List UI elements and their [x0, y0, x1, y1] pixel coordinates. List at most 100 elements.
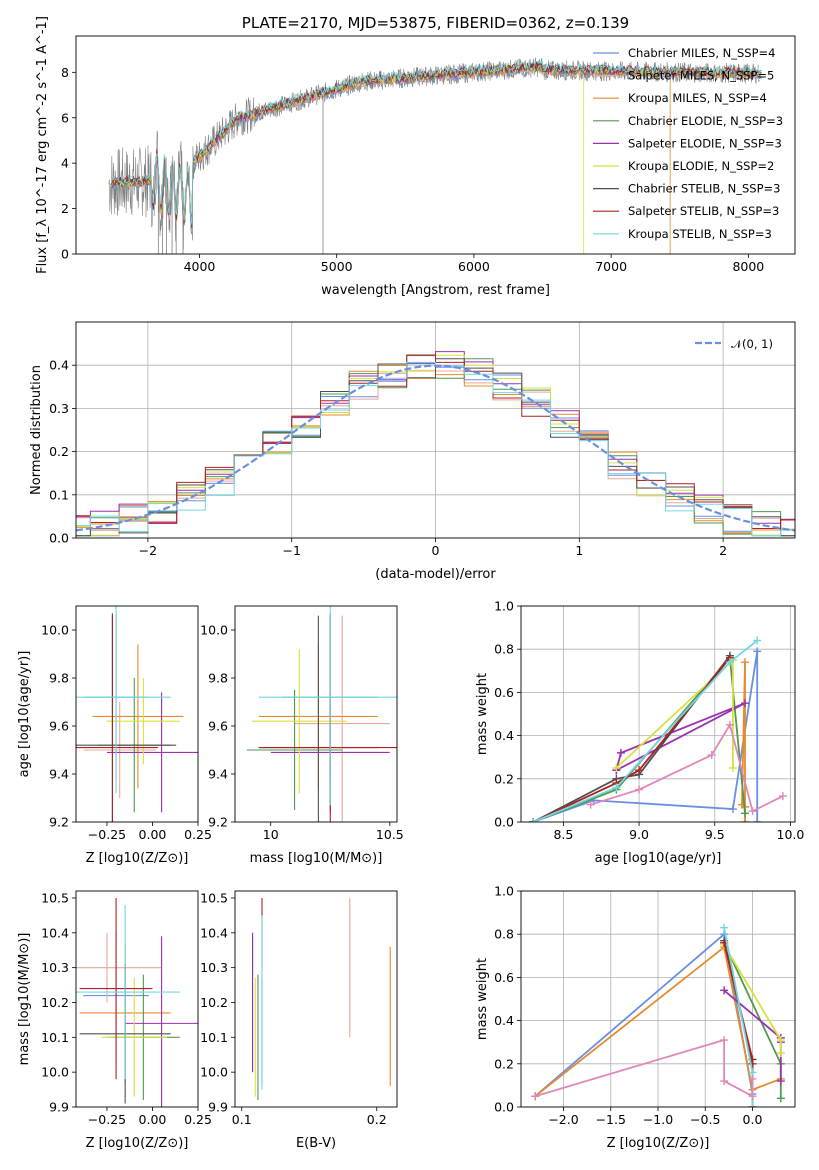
mass-vs-metallicity-panel-plot-area: [76, 897, 198, 1107]
y-tick-label: 10.2: [200, 995, 228, 1010]
mass-weight-marker: [707, 751, 716, 760]
mass-weight-marker: [720, 1036, 729, 1045]
x-axis-label: Z [log10(Z/Z⊙)]: [607, 1136, 710, 1151]
mass-weight-marker: [753, 647, 762, 656]
x-tick-label: 9.0: [629, 827, 649, 842]
mass-weight-line: [532, 639, 758, 822]
x-axis-label: age [log10(age/yr)]: [595, 851, 722, 866]
legend-label: Salpeter STELIB, N_SSP=3: [628, 204, 779, 218]
y-axis-label: Flux [f_λ 10^-17 erg cm^-2 s^-1 A^-1]: [35, 16, 50, 274]
mass-weight-marker: [586, 800, 595, 809]
y-tick-label: 10.1: [200, 1030, 228, 1045]
y-tick-label: 9.4: [49, 767, 69, 782]
y-tick-label: 9.9: [49, 1100, 69, 1115]
y-tick-label: 10.2: [41, 995, 69, 1010]
mass-weight-line: [723, 989, 782, 1082]
x-tick-label: 9.5: [705, 827, 725, 842]
y-tick-label: 0.4: [494, 1013, 514, 1028]
x-tick-label: 10.5: [376, 827, 404, 842]
y-tick-label: 0.8: [494, 642, 514, 657]
y-tick-label: 9.2: [49, 815, 69, 830]
histogram-step-line: [76, 361, 795, 537]
x-tick-label: 0.25: [184, 1112, 212, 1127]
x-tick-label: 5000: [321, 259, 353, 274]
mass-weight-marker: [741, 658, 750, 667]
mass-weight-line: [532, 657, 731, 822]
y-tick-label: 0.1: [49, 487, 69, 502]
mass-weight-line: [532, 655, 731, 822]
y-tick-label: 8: [61, 65, 69, 80]
mass-weight-marker: [776, 1049, 785, 1057]
mass-weight-marker: [748, 1092, 757, 1101]
y-axis-label: mass weight: [475, 958, 490, 1040]
histogram-step-line: [76, 358, 795, 537]
x-tick-label: 2: [719, 543, 727, 558]
mass-weight-marker: [741, 699, 750, 708]
y-tick-label: 0: [61, 247, 69, 262]
legend-label: Kroupa MILES, N_SSP=4: [628, 91, 767, 105]
mass-weight-marker: [741, 809, 750, 818]
x-tick-label: 0.1: [232, 1112, 252, 1127]
mass-weight-vs-metallicity-panel-plot-area: [521, 891, 795, 1107]
y-tick-label: 9.6: [49, 719, 69, 734]
residual-histogram-frame: [75, 321, 796, 539]
y-tick-label: 0.4: [494, 728, 514, 743]
y-tick-label: 10.4: [41, 925, 69, 940]
y-tick-label: 10.1: [41, 1030, 69, 1045]
residual-histogram-plot-area: [76, 322, 795, 538]
mass-weight-marker: [748, 1103, 757, 1107]
y-tick-label: 10.0: [41, 623, 69, 638]
legend-label: Kroupa ELODIE, N_SSP=2: [628, 159, 774, 173]
y-tick-label: 0.6: [494, 685, 514, 700]
mass-weight-marker: [728, 805, 737, 814]
y-axis-label: mass weight: [475, 673, 490, 755]
x-axis-label: E(B-V): [296, 1136, 336, 1151]
y-tick-label: 9.8: [49, 671, 69, 686]
y-tick-label: 10.0: [200, 1065, 228, 1080]
y-tick-label: 9.6: [208, 719, 228, 734]
mass-weight-marker: [612, 783, 621, 792]
x-tick-label: 8000: [732, 259, 764, 274]
y-tick-label: 10.5: [41, 890, 69, 905]
x-tick-label: −0.5: [690, 1112, 720, 1127]
mass-weight-marker: [725, 658, 734, 667]
mass-weight-vs-age-panel: 8.5 9.0 9.5 10.0 0.0 0.2 0.4 0.6 0.8 1.0 age [log1…: [475, 599, 804, 867]
mass-weight-marker: [720, 986, 729, 995]
y-tick-label: 4: [61, 156, 69, 171]
mass-weight-marker: [776, 1036, 785, 1045]
x-tick-label: 4000: [184, 259, 216, 274]
x-axis-label: Z [log10(Z/Z⊙)]: [86, 1136, 189, 1151]
mass-weight-vs-age-panel-frame: [520, 605, 796, 823]
y-tick-label: 9.9: [208, 1100, 228, 1115]
x-tick-label: 0.2: [367, 1112, 387, 1127]
age-vs-metallicity-panel-plot-area: [76, 606, 198, 822]
legend-label: 𝒩(0, 1): [731, 337, 773, 351]
histogram-step-line: [76, 354, 795, 529]
age-vs-metallicity-panel: −0.25 0.00 0.25 9.2 9.4 9.6 9.8 10.0 Z [log10(Z/…: [17, 605, 212, 866]
x-tick-label: 0.0: [743, 1112, 763, 1127]
age-vs-metallicity-panel-frame: [75, 605, 199, 823]
mass-weight-line: [615, 702, 746, 771]
x-tick-label: −0.25: [88, 827, 126, 842]
y-tick-label: 9.2: [208, 815, 228, 830]
spectrum-chart-plot-area: [108, 57, 762, 254]
mass-vs-extinction-panel-frame: [234, 890, 398, 1108]
x-tick-label: 0.25: [184, 827, 212, 842]
y-tick-label: 10.3: [41, 960, 69, 975]
mass-weight-marker: [748, 1074, 757, 1083]
x-tick-label: 8.5: [553, 827, 573, 842]
y-tick-label: 1.0: [494, 884, 514, 899]
mass-vs-metallicity-panel-frame: [75, 890, 199, 1108]
y-tick-label: 0.2: [494, 1056, 514, 1071]
x-tick-label: 10.0: [777, 827, 805, 842]
y-tick-label: 2: [61, 201, 69, 216]
legend-label: Salpeter ELODIE, N_SSP=3: [628, 136, 782, 150]
x-tick-label: 10: [263, 827, 279, 842]
mass-weight-marker: [635, 766, 644, 775]
y-tick-label: 0.0: [494, 815, 514, 830]
mass-vs-extinction-panel-plot-area: [252, 897, 391, 1101]
y-tick-label: 10.0: [200, 623, 228, 638]
mass-weight-vs-age-panel-plot-area: [521, 606, 795, 822]
y-tick-label: 6: [61, 110, 69, 125]
